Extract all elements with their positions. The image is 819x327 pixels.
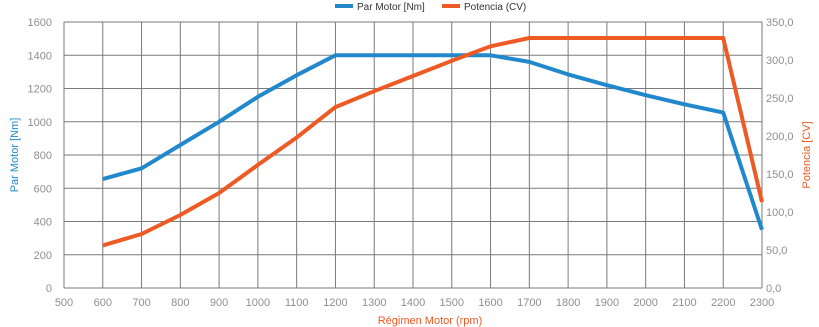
y-right-tick-label: 50,0 xyxy=(766,245,787,257)
y-left-tick-label: 1000 xyxy=(28,117,52,129)
x-tick-label: 500 xyxy=(55,297,73,309)
x-tick-label: 2300 xyxy=(750,297,774,309)
y-left-tick-label: 600 xyxy=(34,183,52,195)
y-left-tick-label: 200 xyxy=(34,250,52,262)
x-axis-ticks: 500 600 700 800 900 1000 1100 1200 1300 1400 1500 1… xyxy=(55,297,774,309)
y-left-tick-label: 0 xyxy=(46,283,52,295)
y-right-tick-label: 250,0 xyxy=(766,93,794,105)
x-tick-label: 2200 xyxy=(711,297,735,309)
series-line-0 xyxy=(102,53,764,231)
x-tick-label: 1300 xyxy=(362,297,386,309)
y-axis-right-title: Potencia [CV] xyxy=(801,121,813,188)
x-tick-label: 800 xyxy=(171,297,189,309)
y-right-tick-label: 300,0 xyxy=(766,55,794,67)
x-tick-label: 1000 xyxy=(246,297,270,309)
y-left-tick-label: 400 xyxy=(34,217,52,229)
series-group xyxy=(102,36,764,248)
x-tick-label: 1100 xyxy=(285,297,309,309)
grid xyxy=(63,21,763,289)
series-line-1 xyxy=(102,36,764,248)
x-tick-label: 1500 xyxy=(440,297,464,309)
legend-label: Par Motor [Nm] xyxy=(357,2,425,13)
x-tick-label: 1400 xyxy=(401,297,425,309)
y-right-tick-label: 100,0 xyxy=(766,207,794,219)
y-axis-left-title: Par Motor [Nm] xyxy=(9,118,21,193)
x-tick-label: 1600 xyxy=(478,297,502,309)
y-left-tick-label: 1200 xyxy=(28,84,52,96)
x-tick-label: 600 xyxy=(94,297,112,309)
legend-label: Potencia (CV) xyxy=(464,2,526,13)
y-right-tick-label: 350,0 xyxy=(766,17,794,29)
x-tick-label: 900 xyxy=(210,297,228,309)
y-right-tick-label: 0,0 xyxy=(766,283,781,295)
x-tick-label: 1200 xyxy=(323,297,347,309)
x-tick-label: 1900 xyxy=(595,297,619,309)
y-left-tick-label: 1600 xyxy=(28,17,52,29)
y-left-tick-label: 1400 xyxy=(28,50,52,62)
y-axis-left-ticks: 0 200 400 600 800 1000 1200 1400 1600 xyxy=(28,17,52,295)
y-right-tick-label: 200,0 xyxy=(766,131,794,143)
legend: Par Motor [Nm] Potencia (CV) xyxy=(335,2,526,13)
y-left-tick-label: 800 xyxy=(34,150,52,162)
x-tick-label: 1800 xyxy=(556,297,580,309)
x-tick-label: 2000 xyxy=(633,297,657,309)
x-tick-label: 2100 xyxy=(672,297,696,309)
x-axis-title: Régimen Motor (rpm) xyxy=(378,315,483,327)
y-axis-right-ticks: 0,0 50,0 100,0 150,0 200,0 250,0 300,0 350,0 xyxy=(766,17,794,295)
x-tick-label: 1700 xyxy=(517,297,541,309)
x-tick-label: 700 xyxy=(132,297,150,309)
y-right-tick-label: 150,0 xyxy=(766,169,794,181)
